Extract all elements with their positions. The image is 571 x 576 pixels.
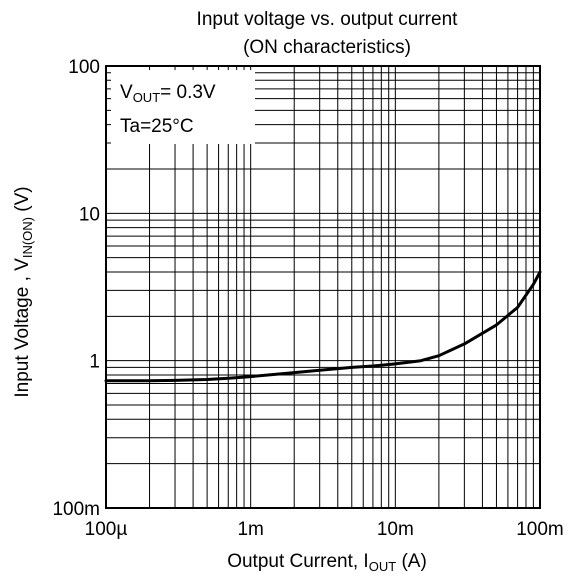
series-layer (104, 270, 542, 383)
annotation-temperature: Ta=25°C (120, 116, 194, 137)
y-tick-label: 100 (68, 57, 100, 78)
series-line-0 (104, 270, 542, 383)
x-tick-label: 100m (516, 519, 564, 540)
x-tick-label: 100µ (85, 519, 128, 540)
chart-title: Input voltage vs. output current (197, 9, 459, 30)
x-tick-label: 1m (237, 519, 263, 540)
plot-frame (105, 65, 541, 509)
annotation-vout: VOUT= 0.3V (120, 82, 216, 105)
x-tick-label: 10m (377, 519, 414, 540)
y-axis-label: Input Voltage , VIN(ON) (V) (12, 186, 35, 397)
y-tick-label: 10 (79, 204, 100, 225)
annotation-box (111, 70, 255, 144)
chart-subtitle: (ON characteristics) (243, 37, 411, 58)
y-tick-label: 100m (52, 499, 100, 520)
x-axis-label: Output Current, IOUT (A) (227, 551, 427, 574)
x-tick-labels: 100µ 1m 10m 100m (85, 519, 564, 540)
y-tick-label: 1 (89, 352, 100, 373)
y-tick-labels: 100m 1 10 100 (52, 57, 100, 520)
